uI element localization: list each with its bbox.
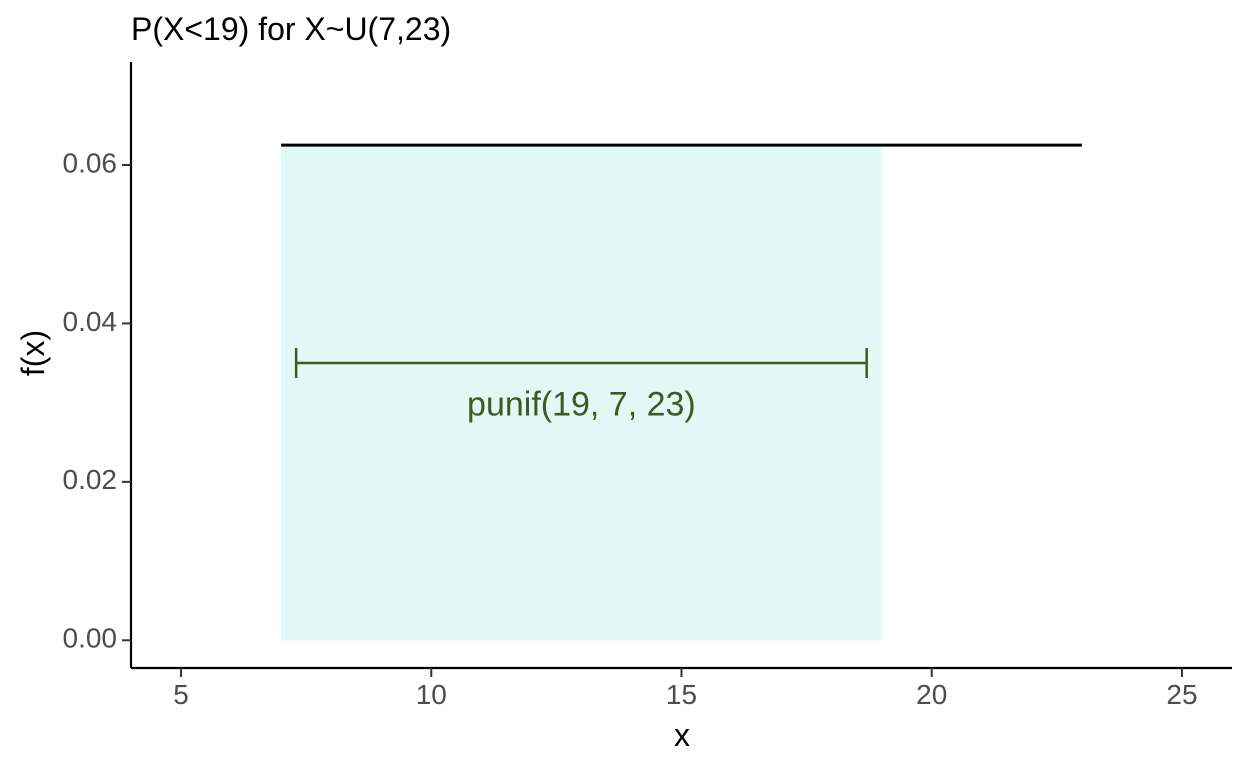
y-axis-title: f(x) <box>15 330 51 376</box>
x-tick-label: 10 <box>416 679 447 710</box>
x-tick-label: 20 <box>916 679 947 710</box>
y-tick-label: 0.00 <box>63 623 118 654</box>
x-tick-label: 5 <box>173 679 189 710</box>
shaded-region-layer <box>281 145 882 641</box>
chart-title: P(X<19) for X~U(7,23) <box>131 11 451 47</box>
x-axis-title: x <box>674 717 690 753</box>
ticks-layer: 5 10 15 20 25 0.00 0.02 0.04 0.06 <box>63 147 1198 710</box>
x-tick-label: 15 <box>666 679 697 710</box>
y-tick-label: 0.02 <box>63 464 118 495</box>
y-tick-label: 0.04 <box>63 306 118 337</box>
shaded-probability-region <box>281 145 882 641</box>
y-tick-label: 0.06 <box>63 147 118 178</box>
annotation-layer: punif(19, 7, 23) <box>294 348 868 424</box>
annotation-label: punif(19, 7, 23) <box>467 386 696 424</box>
x-tick-label: 25 <box>1166 679 1197 710</box>
